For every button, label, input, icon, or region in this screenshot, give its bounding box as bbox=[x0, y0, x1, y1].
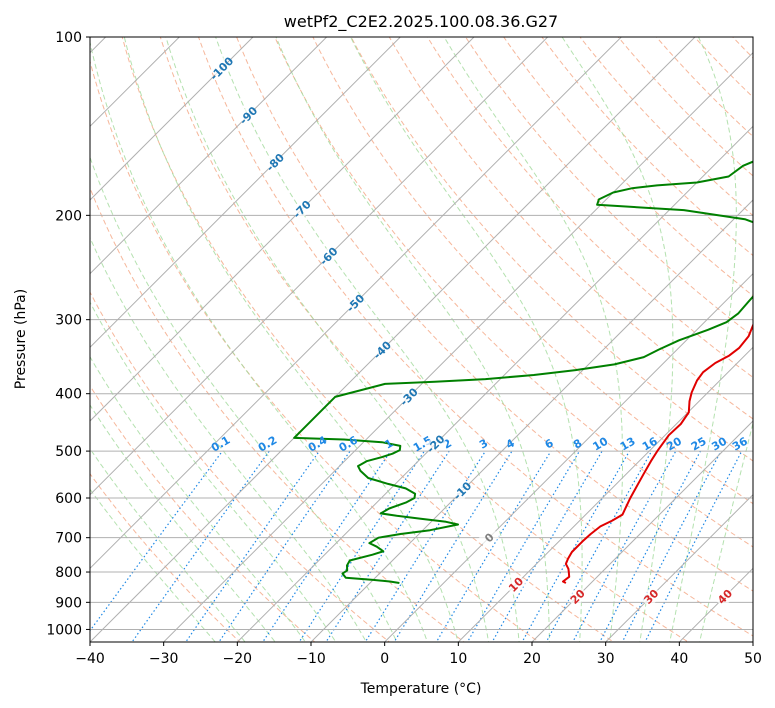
y-tick-label: 100 bbox=[55, 30, 82, 46]
dry-adiabat bbox=[236, 37, 753, 592]
dry-adiabat bbox=[312, 37, 753, 505]
y-tick-label: 800 bbox=[55, 565, 82, 581]
isotherm-line bbox=[236, 125, 753, 642]
y-tick-label: 900 bbox=[55, 595, 82, 611]
y-axis-title: Pressure (hPa) bbox=[13, 289, 29, 389]
moist-adiabat bbox=[669, 37, 737, 642]
isotherm-label-bg bbox=[290, 197, 314, 221]
x-tick-label: −20 bbox=[223, 651, 253, 667]
isotherm-line bbox=[90, 37, 549, 496]
dry-adiabat bbox=[503, 37, 753, 297]
x-tick-label: −30 bbox=[149, 651, 179, 667]
pressure-gridlines bbox=[90, 37, 753, 630]
isotherm-label-bg bbox=[397, 385, 421, 409]
dry-adiabat bbox=[90, 384, 316, 642]
isotherm-label-bg bbox=[477, 526, 501, 549]
y-tick-label: 500 bbox=[55, 444, 82, 460]
x-tick-label: 40 bbox=[670, 651, 688, 667]
isotherm-label-bg bbox=[317, 244, 340, 268]
moist-adiabat bbox=[561, 37, 674, 642]
x-tick-label: 20 bbox=[523, 651, 541, 667]
isotherm-line bbox=[90, 37, 696, 642]
isotherm-label-bg bbox=[713, 585, 737, 608]
y-tick-label: 300 bbox=[55, 313, 82, 329]
x-tick-label: 50 bbox=[744, 651, 762, 667]
temperature-profile bbox=[562, 322, 753, 584]
isotherm-label-bg bbox=[263, 150, 287, 174]
isotherm-line bbox=[90, 37, 475, 422]
y-tick-label: 200 bbox=[55, 208, 82, 224]
isotherm-line bbox=[604, 493, 753, 642]
moist-adiabat bbox=[215, 37, 520, 642]
plot-frame bbox=[89, 36, 754, 643]
isotherm-label-bg bbox=[344, 291, 367, 315]
dewpoint-profile bbox=[293, 160, 753, 584]
isotherm-label-bg bbox=[210, 57, 233, 80]
isotherm-line bbox=[90, 37, 254, 201]
isotherm-label-bg bbox=[451, 479, 474, 502]
x-axis-title: Temperature (°C) bbox=[360, 681, 482, 697]
isotherm-line bbox=[531, 420, 753, 642]
y-tick-label: 400 bbox=[55, 387, 82, 403]
dry-adiabat bbox=[197, 37, 753, 637]
isotherm-line bbox=[457, 346, 753, 642]
x-axis: −40 −30 −20 −10 0 10 20 30 40 50 bbox=[75, 642, 762, 667]
isotherm-line bbox=[90, 37, 402, 349]
isotherm-line bbox=[90, 37, 623, 570]
x-tick-label: −40 bbox=[75, 651, 105, 667]
isotherm-label-bg bbox=[639, 585, 663, 608]
isotherm-label-bg bbox=[504, 573, 528, 596]
chart-title: wetPf2_C2E2.2025.100.08.36.G27 bbox=[284, 12, 558, 32]
x-tick-label: 0 bbox=[380, 651, 389, 667]
y-axis: 100 200 300 400 500 600 700 800 900 1000 bbox=[46, 30, 90, 638]
y-tick-label: 700 bbox=[55, 531, 82, 547]
dry-adiabat bbox=[159, 37, 690, 642]
isotherm-line bbox=[90, 37, 328, 275]
dry-adiabat bbox=[90, 59, 540, 642]
isotherm-label-bg bbox=[424, 432, 447, 456]
dry-adiabats bbox=[90, 37, 753, 642]
isotherm-line bbox=[383, 272, 753, 642]
isotherm-label-bg bbox=[566, 585, 589, 608]
dry-adiabat bbox=[388, 37, 753, 420]
x-tick-label: 10 bbox=[449, 651, 467, 667]
dry-adiabat bbox=[426, 37, 753, 379]
dry-adiabat bbox=[274, 37, 753, 548]
isotherm-label-bg bbox=[236, 104, 260, 127]
isotherm-line bbox=[310, 199, 753, 642]
moist-adiabat bbox=[90, 355, 307, 642]
skewed-isotherms bbox=[90, 37, 753, 642]
isotherm-line bbox=[162, 51, 753, 642]
dry-adiabat bbox=[121, 37, 615, 642]
x-tick-label: 30 bbox=[597, 651, 615, 667]
x-tick-label: −10 bbox=[296, 651, 326, 667]
dry-adiabat bbox=[90, 186, 465, 642]
sounding-series bbox=[293, 160, 753, 584]
y-tick-label: 1000 bbox=[46, 622, 82, 638]
isotherm-label-bg bbox=[370, 338, 394, 362]
y-tick-label: 600 bbox=[55, 491, 82, 507]
dry-adiabat bbox=[90, 291, 391, 642]
